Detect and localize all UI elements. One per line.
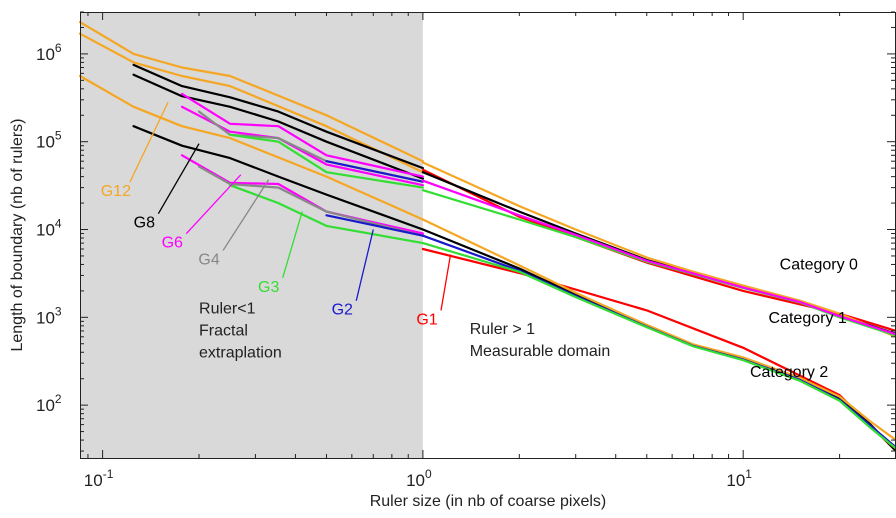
y-tick-label: 103 <box>36 304 62 327</box>
annotation-leaders <box>129 102 452 311</box>
region-labels: Ruler<1 Fractal extraplation Ruler > 1 Measu… <box>199 301 610 362</box>
series-line-g3-12 <box>229 184 424 245</box>
series-line-g12-0 <box>78 21 424 163</box>
series-line-g12-2 <box>78 74 424 221</box>
shaded-region <box>80 12 423 458</box>
y-tick-label: 106 <box>36 41 62 64</box>
annotation-cat2: Category 2 <box>750 364 828 381</box>
annotation-leader-g1 <box>440 254 452 311</box>
series-line-g6-6 <box>180 92 424 178</box>
series-line-g3-11 <box>229 133 424 189</box>
series-line-g8-5 <box>132 125 424 231</box>
annotation-g2: G2 <box>332 302 353 319</box>
series-line-g2-13 <box>325 160 424 183</box>
x-tick-label: 101 <box>726 467 752 490</box>
annotation-g8: G8 <box>134 215 155 232</box>
series-line-g8-4 <box>132 73 424 180</box>
series-line-g12-1 <box>78 32 424 174</box>
annotation-g1: G1 <box>416 311 437 328</box>
annotation-leader-g12 <box>129 102 169 183</box>
axis-ticks <box>80 11 896 458</box>
series-lines <box>78 21 896 453</box>
annotation-leader-g8 <box>157 143 200 214</box>
annotation-leader-g2 <box>355 229 374 301</box>
annotation-cat0: Category 0 <box>780 257 858 274</box>
y-tick-label: 105 <box>36 129 62 152</box>
annotation-cat1: Category 1 <box>769 310 847 327</box>
annotation-g12: G12 <box>101 183 131 200</box>
x-axis-label: Ruler size (in nb of coarse pixels) <box>370 493 607 510</box>
annotation-leader-g4 <box>222 179 270 251</box>
series-line-category-2-24 <box>421 242 896 450</box>
y-axis-label: Length of boundary (nb of rulers) <box>9 118 26 351</box>
series-line-g2-14 <box>325 214 424 237</box>
annotation-g6: G6 <box>162 235 183 252</box>
series-line-category-2-22 <box>421 218 896 442</box>
x-tick-label: 10-1 <box>84 467 114 490</box>
series-line-category-0-18 <box>421 161 896 338</box>
series-line-g4-10 <box>197 165 424 237</box>
series-line-category-0-20 <box>421 179 896 336</box>
region-label-ruler-gt-1: Ruler > 1 Measurable domain <box>470 321 611 360</box>
region-label-ruler-lt-1: Ruler<1 Fractal extraplation <box>199 301 282 362</box>
series-line-g8-3 <box>132 63 424 170</box>
annotation-g3: G3 <box>258 279 279 296</box>
annotation-leader-g6 <box>185 174 242 235</box>
x-tick-label: 100 <box>406 467 432 490</box>
y-tick-label: 102 <box>36 392 62 415</box>
annotation-leader-g3 <box>282 211 303 279</box>
annotation-g4: G4 <box>198 251 219 268</box>
y-tick-label: 104 <box>36 217 62 240</box>
